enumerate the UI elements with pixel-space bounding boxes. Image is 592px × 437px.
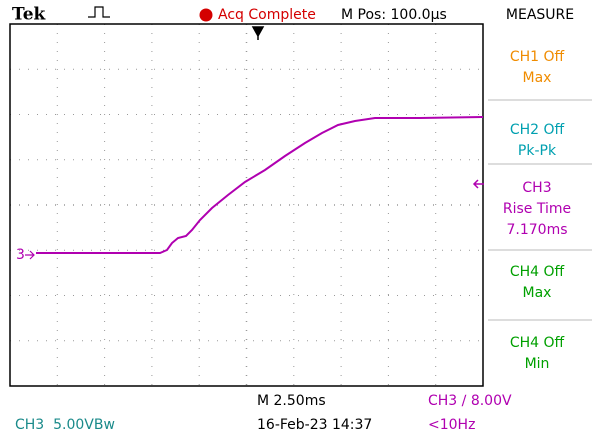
measure-line: CH4 Off bbox=[510, 264, 565, 280]
measure-line: Pk-Pk bbox=[518, 143, 557, 159]
acq-icon bbox=[88, 6, 110, 18]
measure-line: CH3 bbox=[522, 180, 551, 196]
timebase: M 2.50ms bbox=[257, 393, 326, 409]
measure-title: MEASURE bbox=[506, 7, 574, 23]
measure-line: 7.170ms bbox=[506, 222, 567, 238]
graticule bbox=[10, 24, 483, 386]
channel-arrow bbox=[25, 250, 35, 260]
measure-line: CH1 Off bbox=[510, 49, 565, 65]
ch3-waveform bbox=[36, 116, 484, 254]
measure-panel: CH1 Off Max CH2 Off Pk-Pk CH3 Rise Time 7.170m… bbox=[488, 49, 592, 372]
date: 16-Feb-23 14:37 bbox=[257, 417, 372, 433]
acq-status: Acq Complete bbox=[218, 7, 316, 23]
measure-line: Max bbox=[523, 285, 552, 301]
trigger: CH3 ∕ 8.00V bbox=[428, 393, 512, 409]
measure-line: CH2 Off bbox=[510, 122, 565, 138]
graticule-frame bbox=[9, 23, 484, 387]
trigger-position bbox=[251, 26, 265, 40]
frequency: <10Hz bbox=[428, 417, 475, 433]
trigger-level bbox=[472, 179, 484, 189]
measure-line: CH4 Off bbox=[510, 335, 565, 351]
measure-line: Rise Time bbox=[503, 201, 571, 217]
channel-marker: 3 bbox=[16, 247, 25, 263]
measure-line: Min bbox=[525, 356, 550, 372]
brand: Tek bbox=[12, 5, 47, 25]
position: M Pos: 100.0µs bbox=[341, 7, 447, 23]
status-dot bbox=[199, 8, 213, 22]
channel-scale: CH3 5.00VBw bbox=[15, 417, 115, 433]
measure-line: Max bbox=[523, 70, 552, 86]
